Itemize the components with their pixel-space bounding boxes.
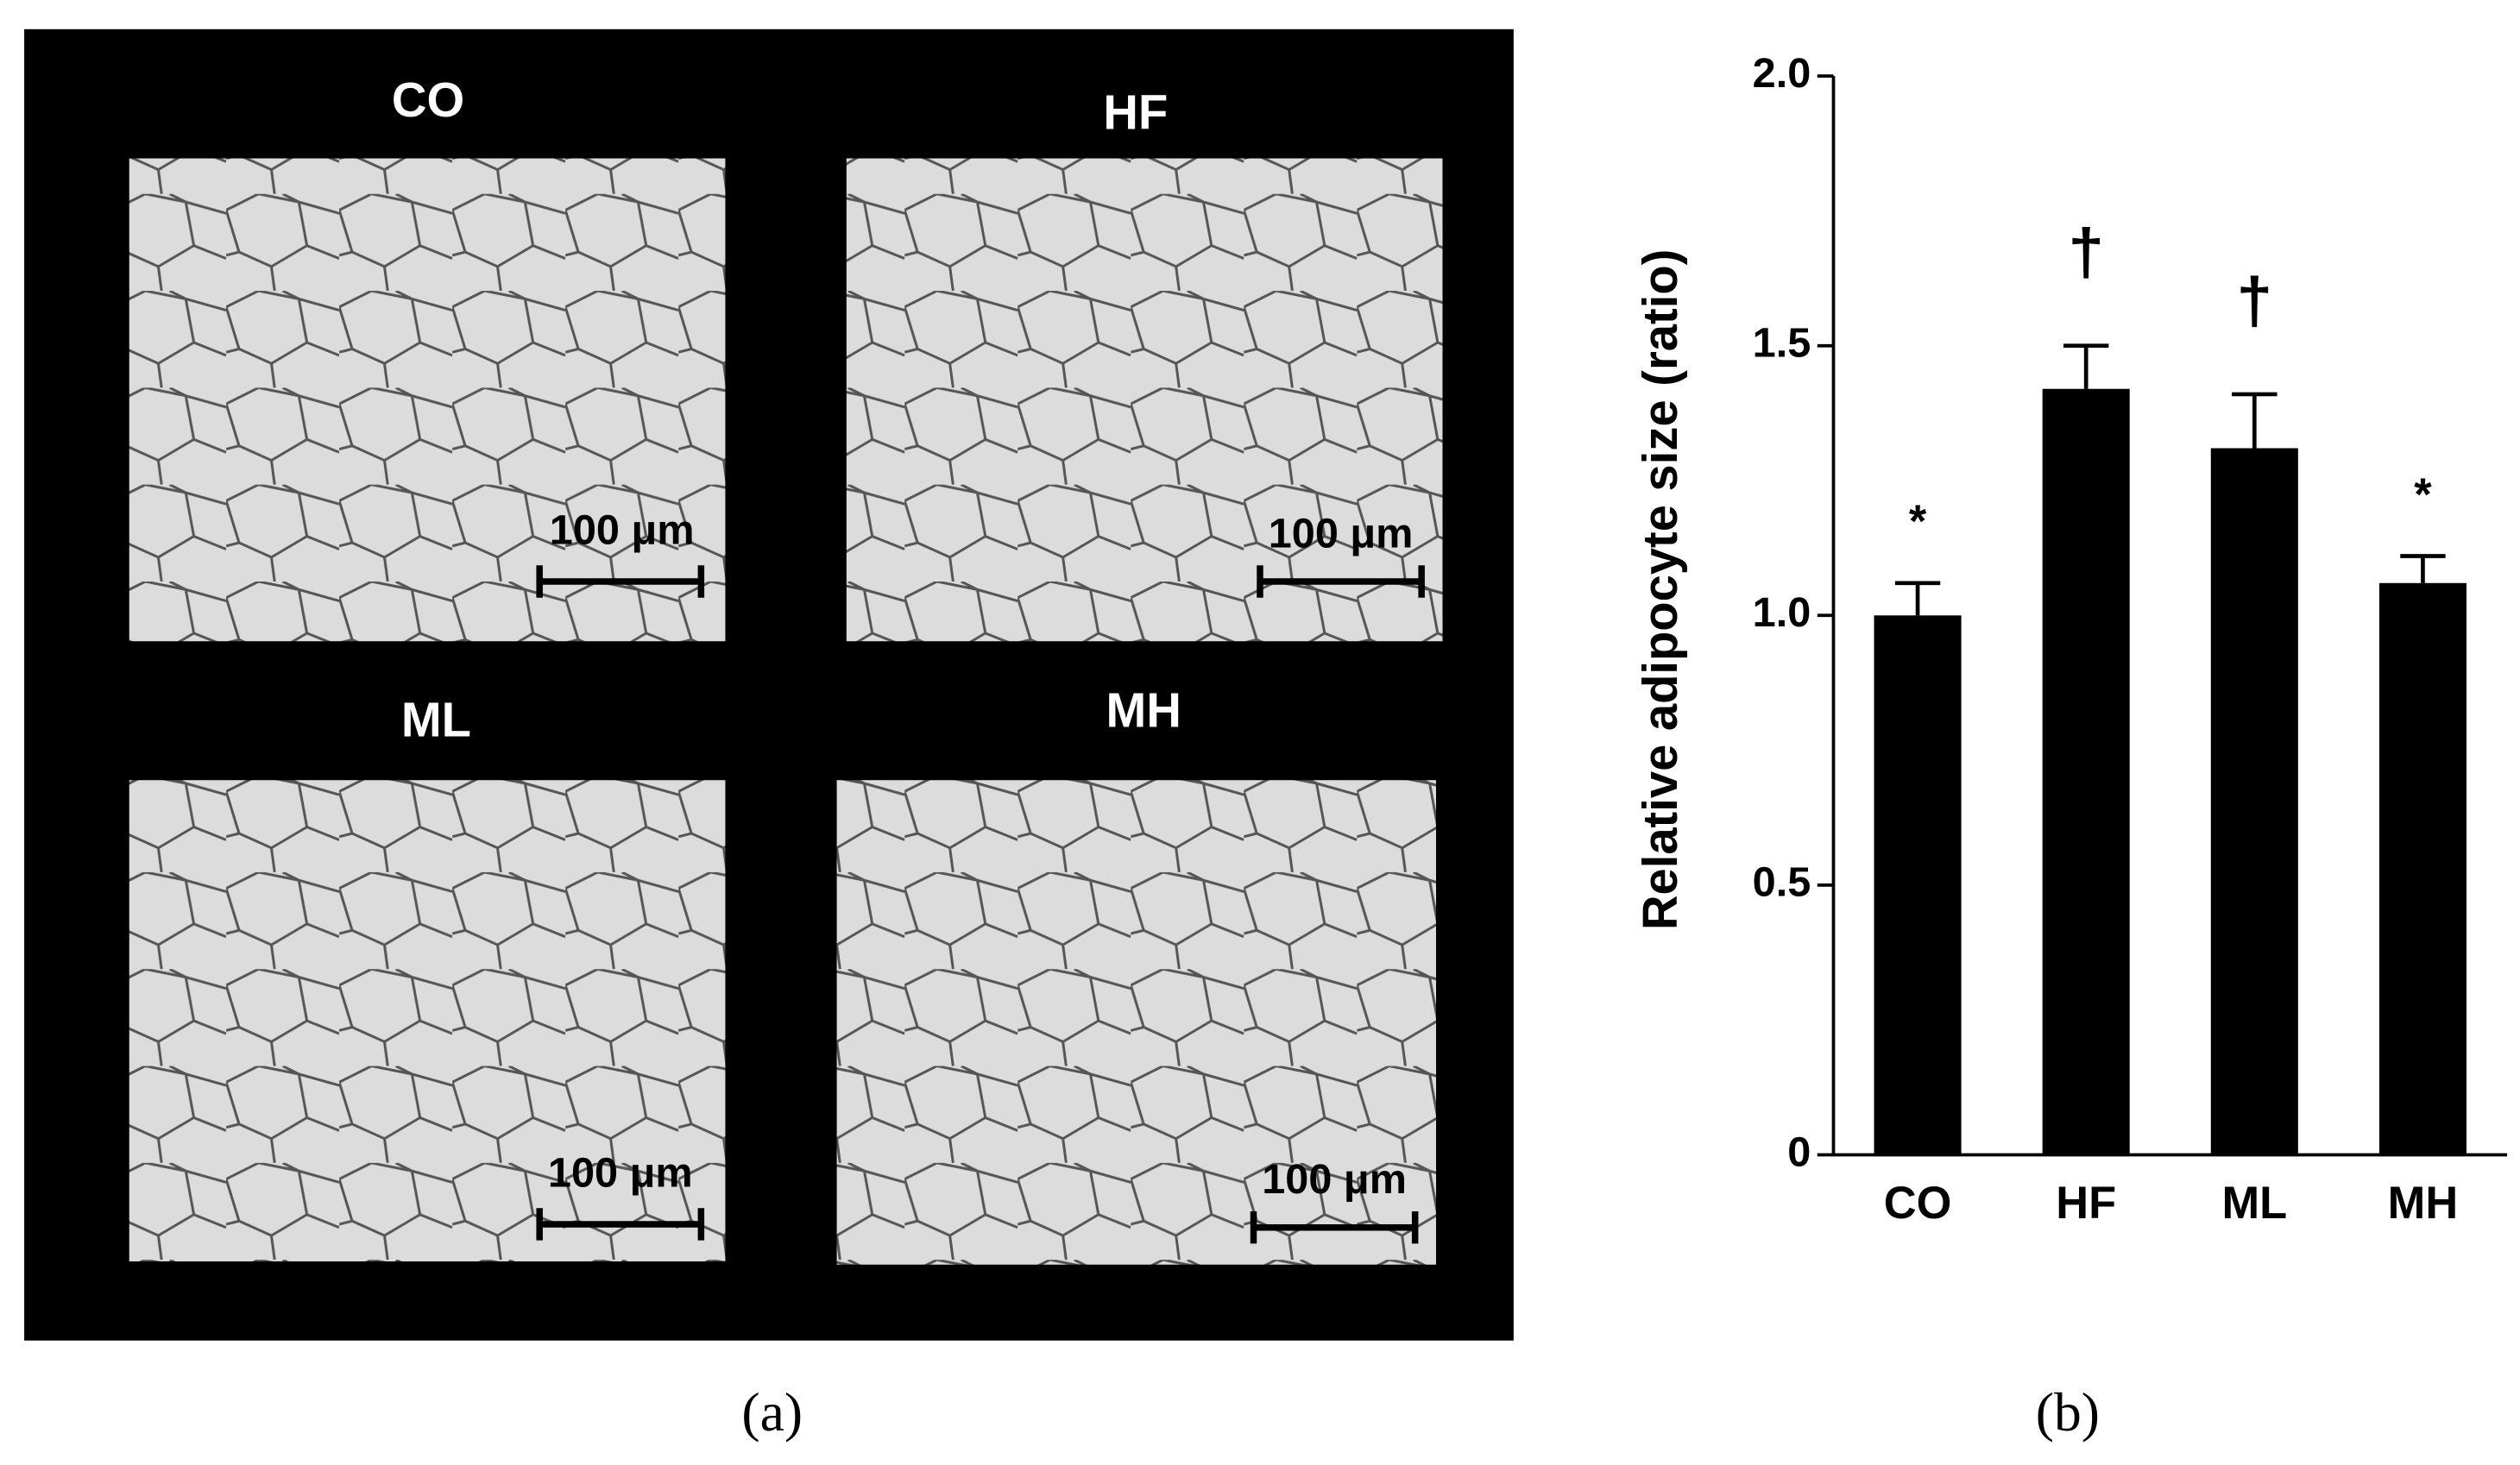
y-tick-label: 0.5 (1753, 859, 1811, 906)
significance-mark: * (1909, 497, 1927, 547)
y-tick-label: 2.0 (1753, 50, 1811, 97)
significance-mark: † (2068, 216, 2104, 288)
significance-mark: * (2414, 470, 2432, 520)
scale-bar (1257, 565, 1425, 598)
y-tick-label: 1.0 (1753, 589, 1811, 636)
micrograph-image (836, 780, 1437, 1265)
y-tick-label: 1.5 (1753, 320, 1811, 367)
panel-label: CO (392, 72, 464, 127)
scale-bar-label: 100 μm (550, 507, 695, 554)
scale-bar (536, 565, 705, 598)
bar (2042, 388, 2130, 1155)
micrograph-image (129, 158, 726, 642)
scale-bar-label: 100 μm (1262, 1156, 1407, 1203)
x-tick-label: MH (2388, 1179, 2459, 1229)
micrograph-image (129, 780, 726, 1262)
scale-bar-label: 100 μm (1269, 510, 1414, 556)
y-axis-label: Relative adipocyte size (ratio) (1633, 249, 1687, 930)
panel-label: HF (1103, 85, 1168, 140)
caption: (b) (2036, 1381, 2100, 1443)
scale-bar-label: 100 μm (548, 1150, 693, 1197)
caption: (a) (741, 1381, 803, 1443)
x-tick-label: CO (1884, 1179, 1952, 1229)
scale-bar (1250, 1210, 1419, 1244)
scale-bar (536, 1208, 705, 1241)
panel-label: ML (401, 693, 471, 747)
scale-bars: 100 μm 100 μm 100 μm 100 μm (536, 507, 1425, 1244)
x-tick-label: ML (2221, 1179, 2287, 1229)
bar (2378, 582, 2466, 1155)
bar (1874, 615, 1962, 1155)
significance-mark: † (2237, 264, 2273, 336)
y-tick-label: 0 (1787, 1129, 1811, 1175)
bar (2210, 448, 2298, 1155)
panel-label: MH (1106, 682, 1181, 737)
micrograph-image (846, 158, 1443, 642)
x-tick-label: HF (2056, 1179, 2116, 1229)
